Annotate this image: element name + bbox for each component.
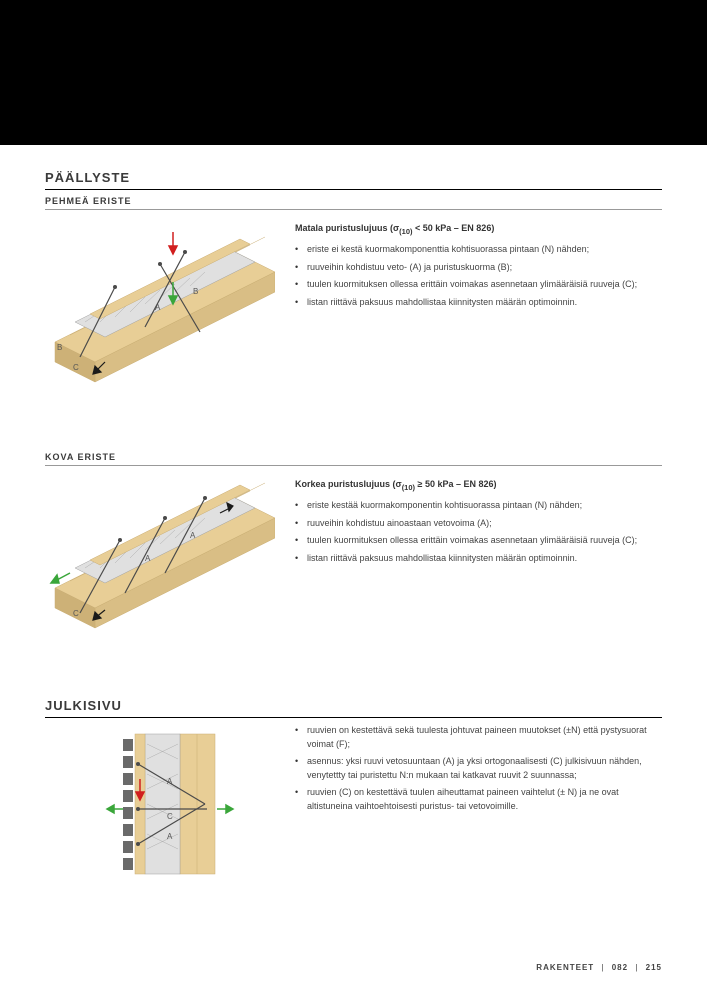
bullets-soft: eriste ei kestä kuormakomponenttia kohti… bbox=[295, 243, 662, 309]
list-item: listan riittävä paksuus mahdollistaa kii… bbox=[295, 552, 662, 566]
heading-hard: Korkea puristuslujuus (σ(10) ≥ 50 kPa – … bbox=[295, 478, 662, 493]
subtitle-soft: PEHMEÄ ERISTE bbox=[45, 196, 662, 210]
subtitle-hard: KOVA ERISTE bbox=[45, 452, 662, 466]
page-footer: RAKENTEET | 082 | 215 bbox=[536, 963, 662, 972]
footer-sep: | bbox=[601, 963, 604, 972]
bullets-facade: ruuvien on kestettävä sekä tuulesta joht… bbox=[295, 724, 662, 813]
list-item: eriste ei kestä kuormakomponenttia kohti… bbox=[295, 243, 662, 257]
list-item: listan riittävä paksuus mahdollistaa kii… bbox=[295, 296, 662, 310]
footer-page: 215 bbox=[646, 963, 662, 972]
svg-text:A: A bbox=[145, 554, 151, 563]
text-facade: ruuvien on kestettävä sekä tuulesta joht… bbox=[295, 724, 662, 817]
diagram-hard: A A C bbox=[45, 478, 275, 638]
svg-text:C: C bbox=[167, 812, 173, 821]
list-item: ruuveihin kohdistuu ainoastaan vetovoima… bbox=[295, 517, 662, 531]
title-paallyste: PÄÄLLYSTE bbox=[45, 170, 662, 190]
svg-text:A: A bbox=[167, 832, 173, 841]
svg-text:A: A bbox=[190, 531, 196, 540]
svg-text:C: C bbox=[73, 609, 79, 618]
list-item: tuulen kuormituksen ollessa erittäin voi… bbox=[295, 278, 662, 292]
text-hard: Korkea puristuslujuus (σ(10) ≥ 50 kPa – … bbox=[295, 478, 662, 569]
heading-soft-sub: (10) bbox=[399, 227, 412, 236]
label-A: A bbox=[155, 303, 161, 312]
label-B: B bbox=[193, 287, 198, 296]
section-hard: KOVA ERISTE bbox=[45, 452, 662, 638]
page-content: PÄÄLLYSTE PEHMEÄ ERISTE bbox=[45, 0, 662, 884]
section-facade: A C A ruuvien on kestettävä sekä tuulest… bbox=[45, 724, 662, 884]
section-soft: PEHMEÄ ERISTE bbox=[45, 196, 662, 392]
list-item: ruuvien (C) on kestettävä tuulen aiheutt… bbox=[295, 786, 662, 813]
list-item: ruuveihin kohdistuu veto- (A) ja puristu… bbox=[295, 261, 662, 275]
heading-soft: Matala puristuslujuus (σ(10) < 50 kPa – … bbox=[295, 222, 662, 237]
heading-hard-suffix: ≥ 50 kPa – EN 826) bbox=[415, 479, 497, 489]
heading-hard-prefix: Korkea puristuslujuus (σ bbox=[295, 479, 402, 489]
text-soft: Matala puristuslujuus (σ(10) < 50 kPa – … bbox=[295, 222, 662, 313]
list-item: asennus: yksi ruuvi vetosuuntaan (A) ja … bbox=[295, 755, 662, 782]
heading-soft-suffix: < 50 kPa – EN 826) bbox=[413, 223, 495, 233]
diagram-facade: A C A bbox=[45, 724, 275, 884]
bullets-hard: eriste kestää kuormakomponentin kohtisuo… bbox=[295, 499, 662, 565]
heading-soft-prefix: Matala puristuslujuus (σ bbox=[295, 223, 399, 233]
svg-text:A: A bbox=[167, 777, 173, 786]
footer-sep: | bbox=[635, 963, 638, 972]
diagram-soft: A B C B bbox=[45, 222, 275, 392]
list-item: eriste kestää kuormakomponentin kohtisuo… bbox=[295, 499, 662, 513]
list-item: ruuvien on kestettävä sekä tuulesta joht… bbox=[295, 724, 662, 751]
svg-text:B: B bbox=[57, 343, 62, 352]
title-julkisivu: JULKISIVU bbox=[45, 698, 662, 718]
footer-section: RAKENTEET bbox=[536, 963, 594, 972]
heading-hard-sub: (10) bbox=[402, 483, 415, 492]
footer-code: 082 bbox=[612, 963, 628, 972]
list-item: tuulen kuormituksen ollessa erittäin voi… bbox=[295, 534, 662, 548]
label-C: C bbox=[73, 363, 79, 372]
